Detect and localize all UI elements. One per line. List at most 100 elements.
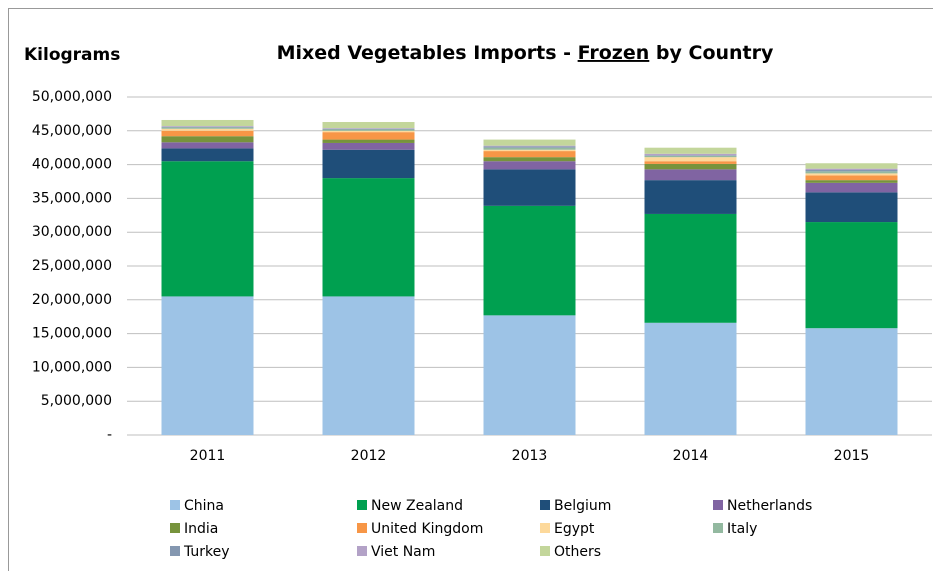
y-tick-label: 10,000,000 bbox=[32, 359, 112, 375]
title-part: Mixed Vegetables Imports - bbox=[277, 42, 578, 64]
frame bbox=[8, 8, 933, 571]
title-part: by Country bbox=[649, 42, 774, 64]
bar-segment bbox=[483, 157, 576, 162]
bar-segment bbox=[805, 173, 898, 176]
y-tick-label: 35,000,000 bbox=[32, 190, 112, 206]
legend-label: Italy bbox=[727, 521, 757, 537]
legend-label: Netherlands bbox=[727, 498, 812, 514]
bar-segment bbox=[805, 175, 898, 181]
bar-segment bbox=[322, 122, 415, 129]
bar-segment bbox=[322, 128, 415, 130]
bar-segment bbox=[483, 139, 576, 146]
bar-segment bbox=[644, 155, 737, 158]
legend-label: Egypt bbox=[554, 521, 595, 537]
x-tick-label: 2011 bbox=[190, 448, 226, 464]
bar-segment bbox=[322, 130, 415, 133]
legend-label: India bbox=[184, 521, 218, 537]
y-tick-label: 40,000,000 bbox=[32, 157, 112, 173]
bar-segment bbox=[644, 322, 737, 435]
bar-segment bbox=[161, 126, 254, 128]
y-tick-label: 15,000,000 bbox=[32, 326, 112, 342]
x-tick-label: 2014 bbox=[673, 448, 709, 464]
bar-segment bbox=[161, 126, 254, 127]
bar-segment bbox=[483, 161, 576, 170]
y-tick-label: - bbox=[107, 427, 112, 443]
bar-segment bbox=[805, 163, 898, 169]
bar-segment bbox=[483, 149, 576, 152]
legend-label: Turkey bbox=[183, 544, 230, 560]
bar-segment bbox=[161, 148, 254, 162]
bar-segment bbox=[483, 147, 576, 150]
bar-segment bbox=[805, 180, 898, 183]
bar-segment bbox=[644, 213, 737, 323]
legend-label: Viet Nam bbox=[371, 544, 435, 560]
bar-segment bbox=[483, 145, 576, 147]
bar-segment bbox=[161, 296, 254, 435]
legend-swatch bbox=[170, 500, 180, 510]
bar-segment bbox=[483, 169, 576, 206]
bar-segment bbox=[644, 169, 737, 181]
y-axis-label: Kilograms bbox=[24, 45, 120, 65]
bar-segment bbox=[644, 180, 737, 214]
bar-segment bbox=[322, 142, 415, 150]
x-tick-label: 2012 bbox=[351, 448, 387, 464]
bar-segment bbox=[322, 132, 415, 140]
y-tick-label: 45,000,000 bbox=[32, 123, 112, 139]
legend-swatch bbox=[540, 546, 550, 556]
title-part: Frozen bbox=[578, 42, 650, 64]
bar-segment bbox=[161, 142, 254, 149]
bar-segment bbox=[322, 139, 415, 143]
chart-title: Mixed Vegetables Imports - Frozen by Cou… bbox=[277, 42, 774, 64]
bar-segment bbox=[322, 296, 415, 435]
bar-segment bbox=[644, 163, 737, 170]
bar-segment bbox=[483, 315, 576, 435]
legend-label: United Kingdom bbox=[371, 521, 483, 537]
bar-segment bbox=[805, 182, 898, 193]
y-tick-label: 5,000,000 bbox=[41, 393, 112, 409]
bar-segment bbox=[805, 192, 898, 223]
bar-segment bbox=[805, 168, 898, 171]
legend-swatch bbox=[540, 500, 550, 510]
bar-segment bbox=[161, 119, 254, 127]
legend-swatch bbox=[713, 523, 723, 533]
x-tick-label: 2015 bbox=[834, 448, 870, 464]
legend-label: China bbox=[184, 498, 224, 514]
legend-swatch bbox=[713, 500, 723, 510]
legend-label: Belgium bbox=[554, 498, 611, 514]
y-tick-label: 25,000,000 bbox=[32, 258, 112, 274]
bar-segment bbox=[322, 149, 415, 179]
x-tick-label: 2013 bbox=[512, 448, 548, 464]
legend-swatch bbox=[357, 523, 367, 533]
bar-segment bbox=[644, 147, 737, 154]
legend-label: New Zealand bbox=[371, 498, 463, 514]
legend-swatch bbox=[357, 546, 367, 556]
bar-segment bbox=[322, 129, 415, 131]
bar-segment bbox=[322, 128, 415, 129]
legend-swatch bbox=[170, 523, 180, 533]
y-tick-label: 50,000,000 bbox=[32, 89, 112, 105]
bar-segment bbox=[161, 127, 254, 129]
bar-segment bbox=[644, 155, 737, 156]
y-tick-label: 30,000,000 bbox=[32, 224, 112, 240]
bar-segment bbox=[161, 161, 254, 297]
bar-segment bbox=[805, 171, 898, 174]
bar-segment bbox=[483, 146, 576, 148]
bar-segment bbox=[161, 136, 254, 143]
bar-segment bbox=[805, 170, 898, 172]
bar-segment bbox=[161, 128, 254, 131]
bar-segment bbox=[644, 157, 737, 162]
legend-label: Others bbox=[554, 544, 601, 560]
bar-segment bbox=[644, 153, 737, 156]
bar-segment bbox=[483, 205, 576, 316]
bar-segment bbox=[483, 151, 576, 158]
y-tick-label: 20,000,000 bbox=[32, 292, 112, 308]
bar-segment bbox=[805, 222, 898, 329]
legend-swatch bbox=[170, 546, 180, 556]
bar-segment bbox=[322, 178, 415, 297]
legend-swatch bbox=[540, 523, 550, 533]
legend-swatch bbox=[357, 500, 367, 510]
bar-segment bbox=[161, 130, 254, 137]
bar-segment bbox=[805, 328, 898, 435]
bar-segment bbox=[644, 161, 737, 164]
